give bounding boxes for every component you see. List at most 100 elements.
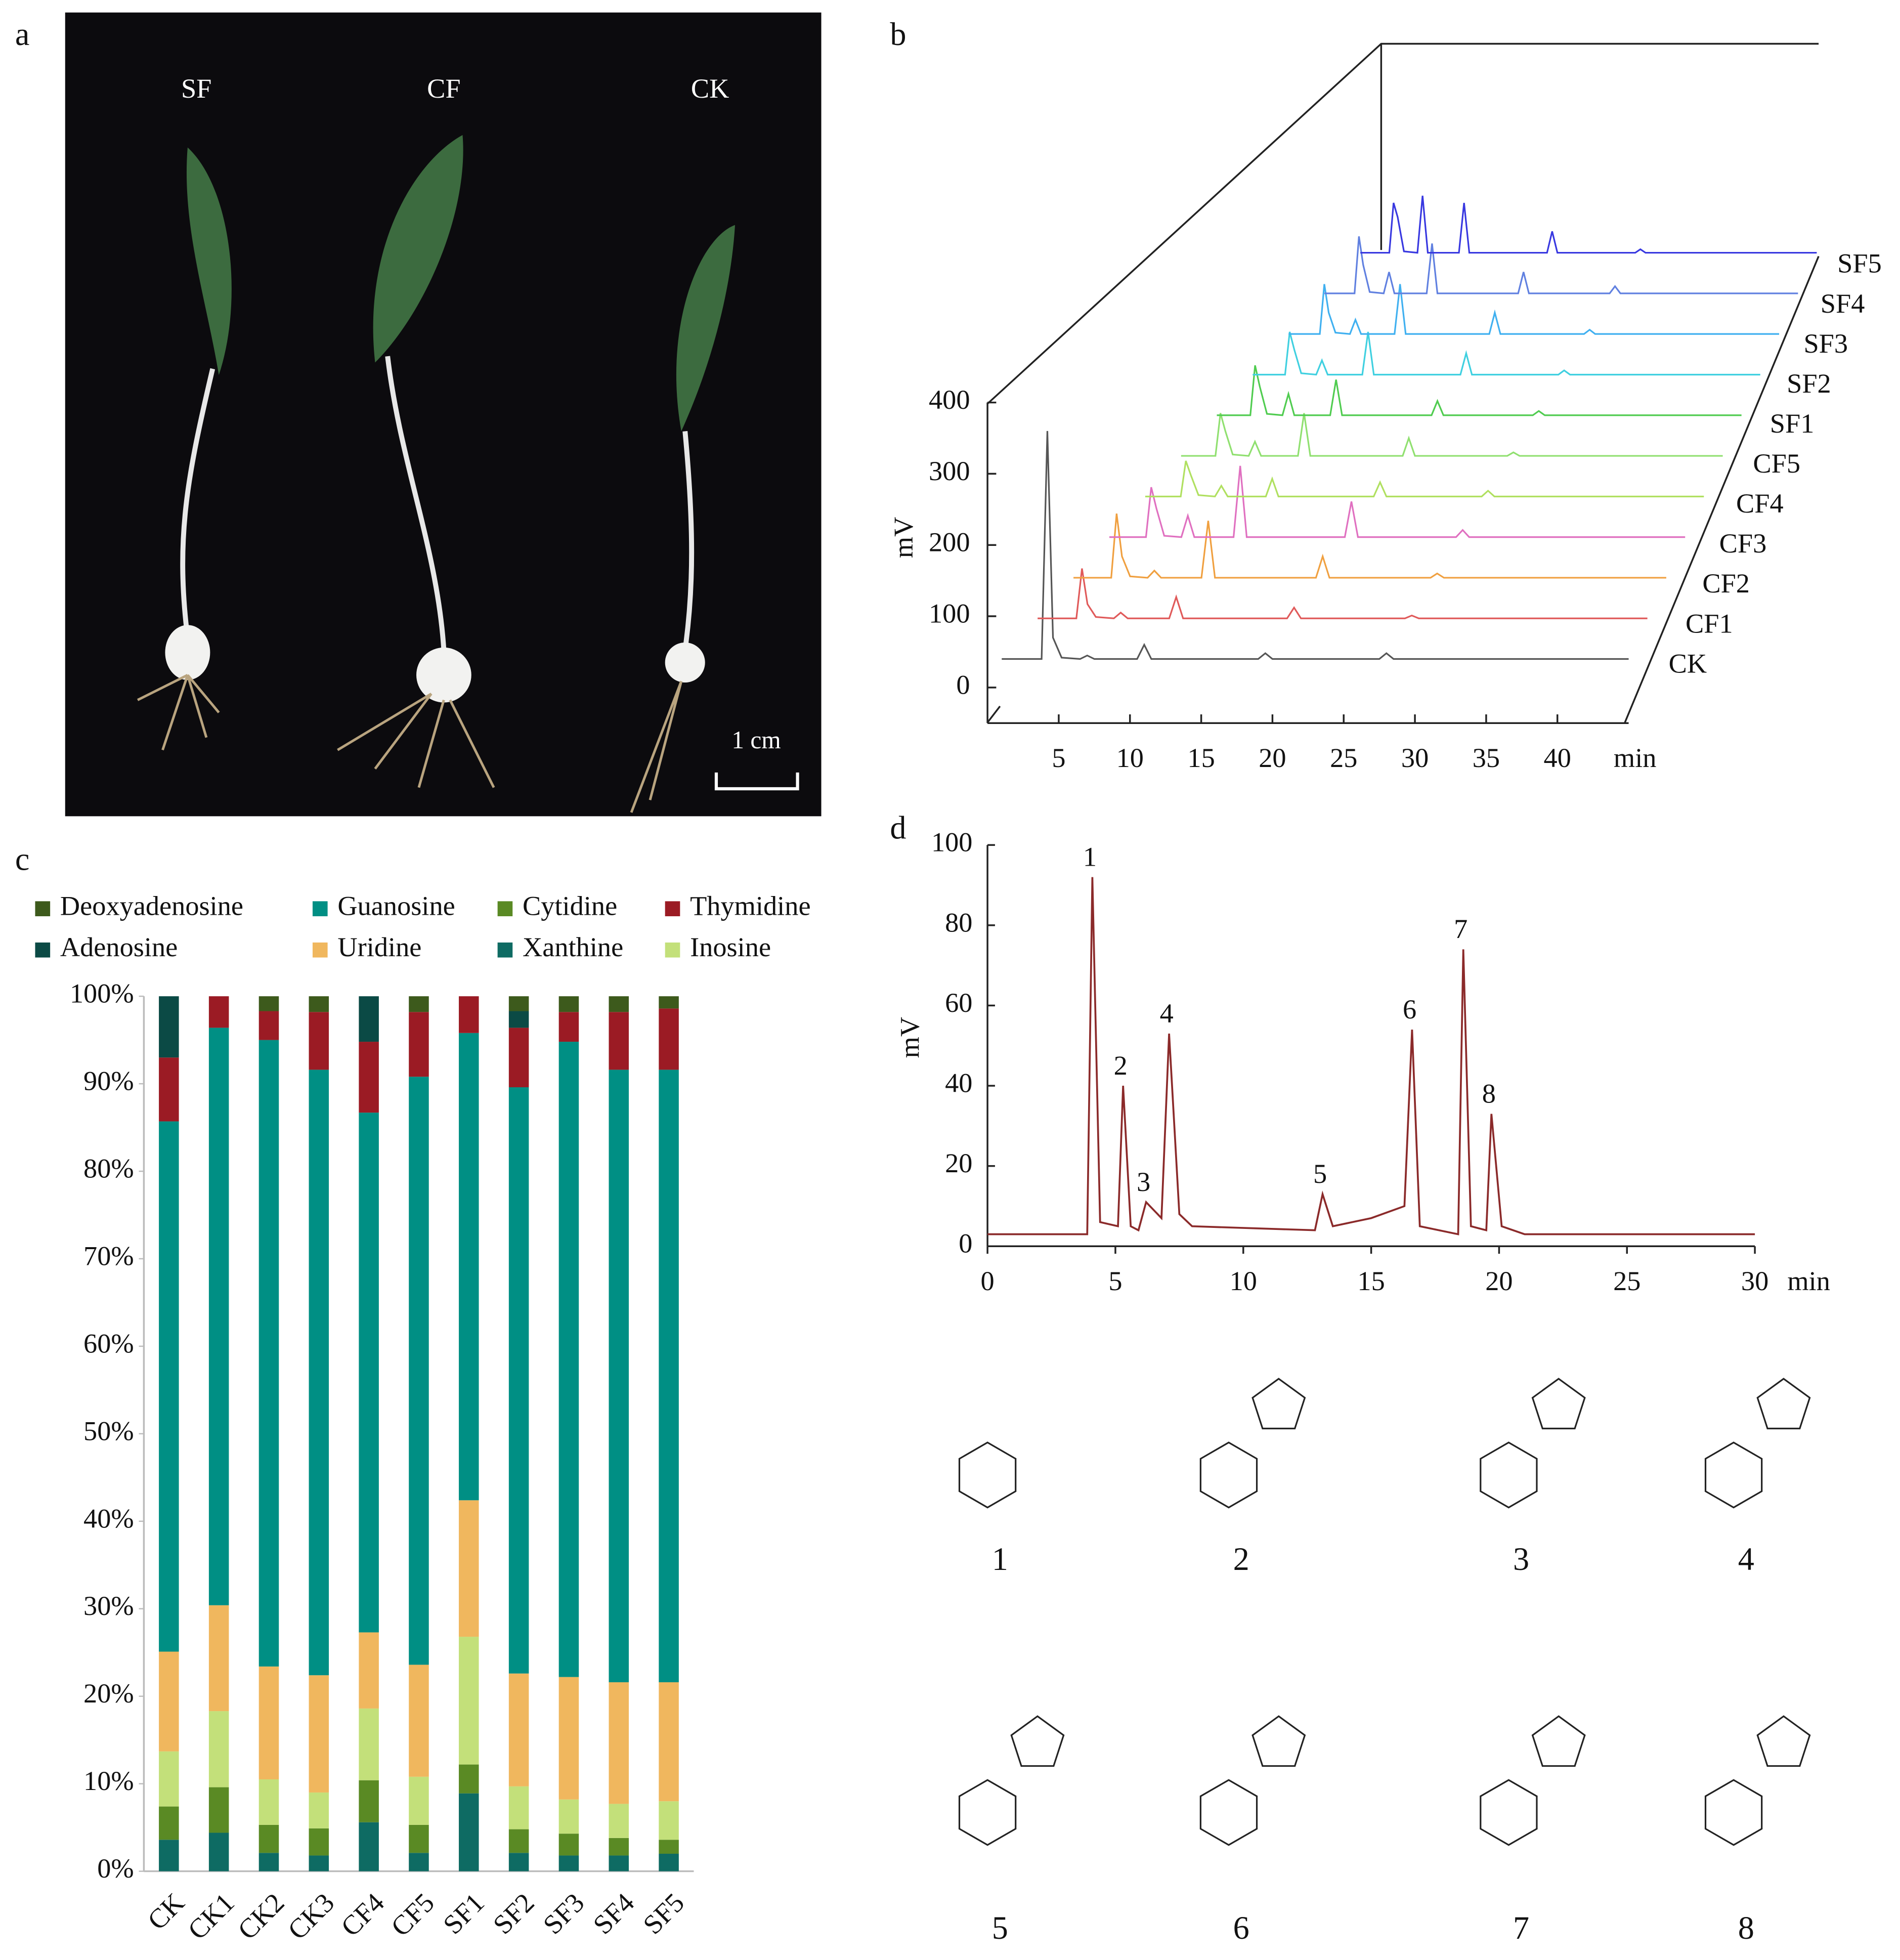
legend-label: Deoxyadenosine <box>60 891 243 921</box>
roots <box>137 673 220 751</box>
bar-segment <box>309 1070 329 1676</box>
bar-segment <box>208 1787 229 1833</box>
ring <box>1704 1779 1763 1846</box>
y-tick-label: 50% <box>83 1416 134 1446</box>
bar-segment <box>508 1829 529 1853</box>
y-tick-label: 200 <box>929 527 970 558</box>
trace <box>1109 465 1686 538</box>
trace <box>1181 413 1723 457</box>
ring <box>1251 1715 1306 1767</box>
bar-segment <box>659 996 679 1009</box>
bar-segment <box>258 1011 279 1040</box>
bar-segment <box>558 1834 579 1856</box>
bulb <box>416 647 471 703</box>
structure-number: 3 <box>1513 1541 1529 1577</box>
bar-segment <box>159 1121 179 1652</box>
ring <box>1756 1715 1811 1767</box>
bar-segment <box>659 1682 679 1802</box>
ring <box>1199 1441 1258 1509</box>
series-label: CF4 <box>1736 488 1784 519</box>
x-tick-label: CK1 <box>182 1887 240 1945</box>
legend-swatch <box>665 901 680 916</box>
panel-label: a <box>15 16 30 52</box>
structure-number: 8 <box>1738 1910 1754 1946</box>
bar-segment <box>609 1804 629 1838</box>
trace <box>1253 331 1760 376</box>
trace <box>1360 195 1817 254</box>
panel-label: b <box>890 16 906 52</box>
bar-segment <box>159 1751 179 1807</box>
bar-segment <box>409 1776 429 1825</box>
bar-segment <box>558 1677 579 1800</box>
y-tick-label: 70% <box>83 1241 134 1271</box>
bar-segment <box>558 996 579 1012</box>
y-tick-label: 60 <box>945 988 972 1018</box>
trace <box>1288 284 1780 335</box>
ring <box>1531 1715 1586 1767</box>
bar-segment <box>609 1855 629 1871</box>
legend-swatch <box>665 942 680 958</box>
structure-number: 6 <box>1233 1910 1249 1946</box>
ring <box>958 1779 1017 1846</box>
photo-label: SF <box>181 73 211 104</box>
scale-bar-label: 1 cm <box>731 726 781 754</box>
trace <box>1002 431 1629 660</box>
ring <box>1010 1715 1065 1767</box>
bar-segment <box>609 996 629 1012</box>
bar-segment <box>459 1764 479 1794</box>
x-tick-label: CF4 <box>335 1887 390 1942</box>
x-tick-label: CK <box>142 1887 190 1936</box>
x-tick-label: 0 <box>981 1266 995 1296</box>
x-tick-label: CK2 <box>232 1887 290 1945</box>
legend-label: Xanthine <box>523 932 623 962</box>
x-tick-label: SF4 <box>587 1887 640 1940</box>
ring <box>1531 1378 1586 1430</box>
ring <box>1480 1779 1538 1846</box>
bar-segment <box>208 1711 229 1787</box>
legend-swatch <box>35 942 51 958</box>
structure-number: 7 <box>1513 1910 1529 1946</box>
legend-swatch <box>312 942 328 958</box>
series-label: CF1 <box>1686 608 1733 638</box>
x-tick-label: 35 <box>1473 743 1500 773</box>
bar-segment <box>359 1822 379 1871</box>
bar-segment <box>208 1833 229 1871</box>
legend-label: Adenosine <box>60 932 178 962</box>
bar-segment <box>159 1840 179 1871</box>
ring <box>1480 1441 1538 1509</box>
roots <box>337 693 495 788</box>
bar-segment <box>409 996 429 1012</box>
panel-label: c <box>15 841 30 877</box>
bar-segment <box>359 1042 379 1113</box>
bar-segment <box>459 996 479 1033</box>
y-tick-label: 100% <box>70 978 134 1009</box>
x-tick-label: 25 <box>1613 1266 1640 1296</box>
series-label: CF5 <box>1753 448 1800 479</box>
bar-segment <box>558 1855 579 1871</box>
leaf <box>186 147 232 375</box>
y-tick-label: 80 <box>945 907 972 938</box>
bar-segment <box>159 1806 179 1840</box>
bar-segment <box>508 996 529 1011</box>
bar-segment <box>508 1786 529 1829</box>
x-tick-label: 30 <box>1741 1266 1768 1296</box>
stem <box>385 356 447 651</box>
stem <box>180 368 215 638</box>
bulb <box>165 625 210 680</box>
x-tick-label: 40 <box>1544 743 1571 773</box>
x-tick-label: SF3 <box>537 1887 590 1940</box>
peak-label: 1 <box>1083 841 1097 872</box>
bar-segment <box>258 996 279 1011</box>
bar-segment <box>409 1665 429 1777</box>
trace <box>1073 513 1666 579</box>
bar-segment <box>508 1673 529 1786</box>
structure-number: 4 <box>1738 1541 1754 1577</box>
peak-label: 7 <box>1454 914 1467 944</box>
peak-label: 5 <box>1313 1159 1327 1189</box>
bar-segment <box>508 1028 529 1087</box>
bar-segment <box>359 1632 379 1709</box>
bar-segment <box>359 1113 379 1633</box>
y-tick-label: 0 <box>956 669 970 700</box>
x-tick-label: 25 <box>1330 743 1357 773</box>
